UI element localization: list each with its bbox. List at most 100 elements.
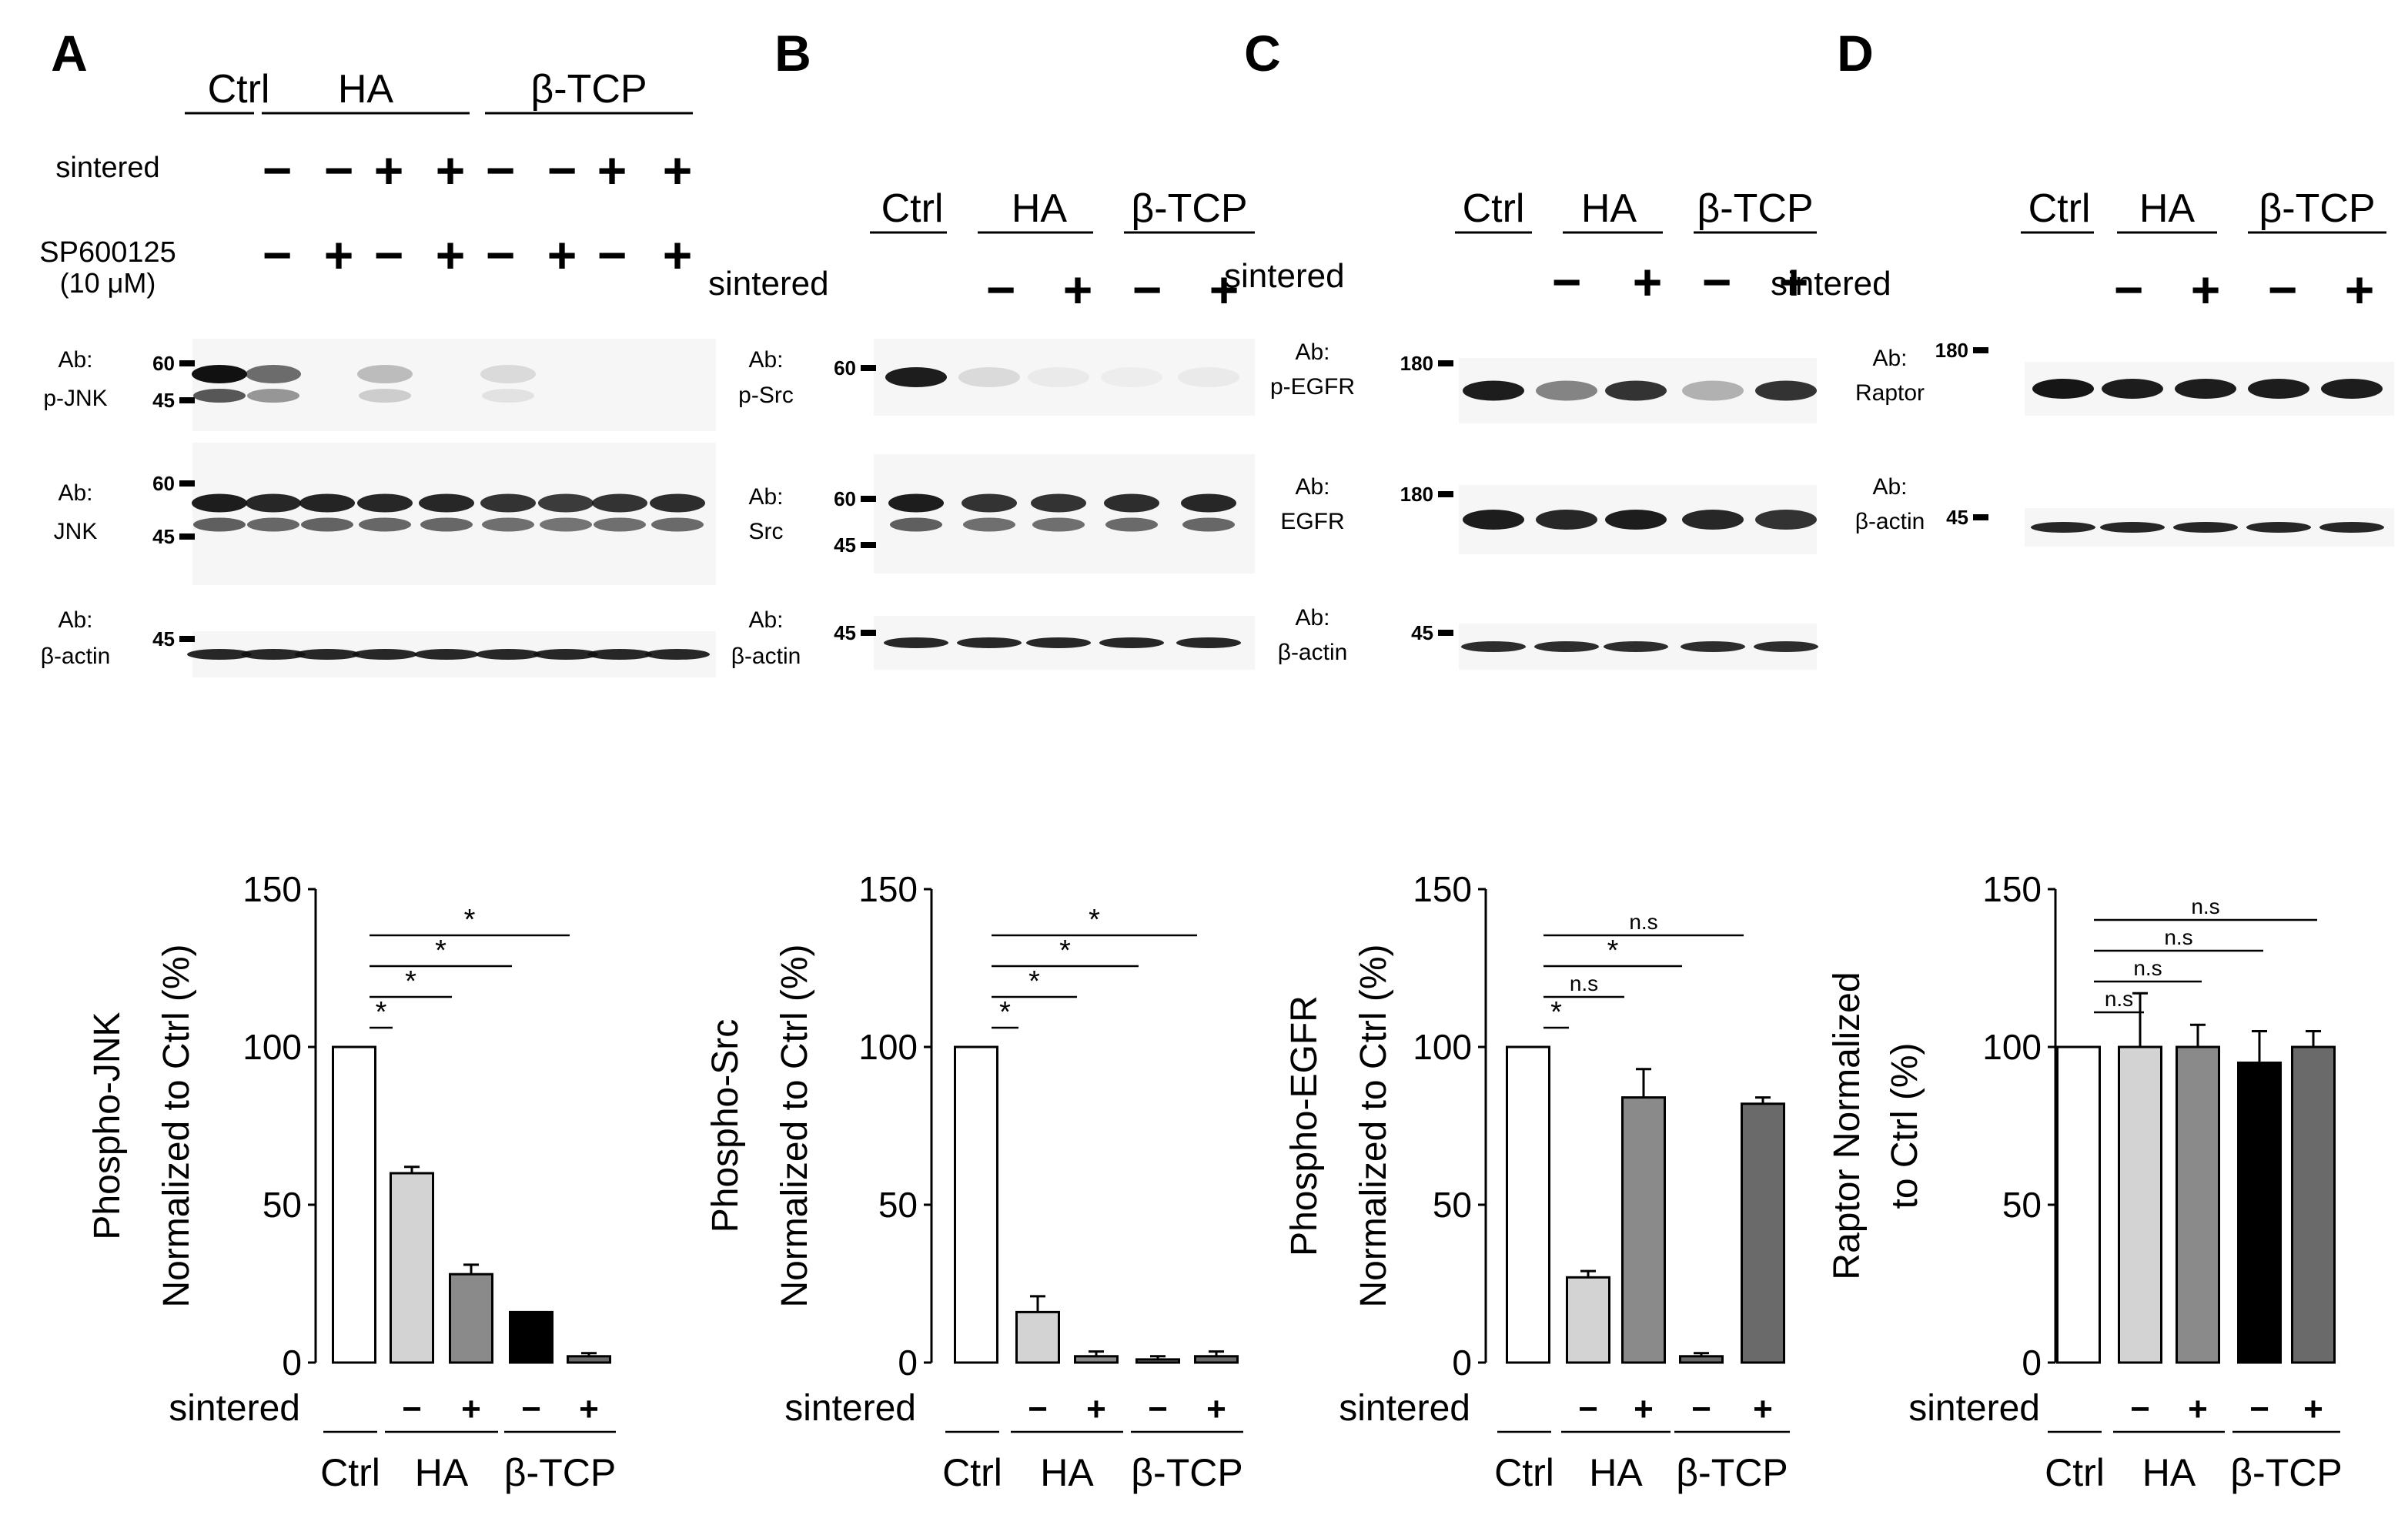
y-tick-label: 150 bbox=[858, 869, 918, 909]
blot-membrane bbox=[192, 339, 716, 431]
bar bbox=[1566, 1276, 1610, 1364]
blot-band bbox=[480, 493, 536, 513]
blot-band bbox=[2246, 522, 2311, 533]
bar bbox=[449, 1273, 493, 1364]
significance-label: * bbox=[1059, 935, 1071, 967]
blot-band bbox=[645, 649, 710, 660]
blot-band bbox=[1605, 510, 1667, 530]
group-label-2: β-TCP bbox=[2259, 186, 2375, 231]
mw-marker-label: 60 bbox=[152, 472, 175, 495]
blot-band bbox=[540, 517, 592, 532]
x-sign: + bbox=[1634, 1390, 1654, 1428]
y-axis-label: Normalized to Ctrl (%) bbox=[156, 944, 197, 1307]
bar-chart-b: 0 50 100 150 Phospho-Src Normalized to Ctrl (… bbox=[705, 869, 1243, 1494]
x-group-label: Ctrl bbox=[2045, 1451, 2105, 1494]
y-axis-label: Phospho-Src bbox=[705, 1019, 746, 1232]
sign-minus: − bbox=[486, 226, 516, 283]
blot-band bbox=[2321, 379, 2383, 399]
significance-label: * bbox=[376, 996, 387, 1028]
blot-band bbox=[353, 649, 417, 660]
antibody-prefix: Ab: bbox=[1295, 474, 1329, 500]
blot-band bbox=[246, 493, 301, 513]
blot-strip--actin: Ab: β-actin 45 bbox=[731, 607, 1255, 670]
antibody-label: β-actin bbox=[1855, 509, 1925, 534]
blot-strip-p-src: Ab: p-Src 60 bbox=[738, 339, 1255, 416]
antibody-prefix: Ab: bbox=[748, 607, 783, 633]
y-tick-label: 0 bbox=[898, 1343, 918, 1383]
y-tick-label: 150 bbox=[1413, 869, 1472, 909]
blot-strip-jnk: Ab: JNK 60 45 bbox=[54, 443, 716, 585]
bar bbox=[1506, 1045, 1550, 1364]
y-tick-label: 50 bbox=[1433, 1185, 1472, 1225]
blot-band bbox=[247, 389, 299, 403]
antibody-prefix: Ab: bbox=[1295, 339, 1329, 365]
panel-letter: C bbox=[1244, 25, 1281, 82]
x-sign: − bbox=[402, 1390, 422, 1428]
row-label: sintered bbox=[708, 265, 829, 303]
sintered-row-label: sintered bbox=[1339, 1388, 1470, 1429]
blot-band bbox=[1681, 641, 1745, 652]
bar bbox=[2237, 1062, 2282, 1364]
significance-label: n.s bbox=[2105, 987, 2133, 1011]
blot-band bbox=[482, 389, 534, 403]
mw-marker-tick bbox=[861, 542, 876, 548]
significance-label: * bbox=[464, 904, 476, 936]
blot-band bbox=[187, 649, 252, 660]
antibody-label: p-JNK bbox=[43, 386, 107, 411]
mw-marker-label: 180 bbox=[1935, 339, 1968, 362]
y-tick-label: 50 bbox=[878, 1185, 918, 1225]
mw-marker-tick bbox=[861, 630, 876, 636]
mw-marker-tick bbox=[1973, 514, 1988, 520]
x-group-label: β-TCP bbox=[504, 1451, 616, 1494]
blot-band bbox=[1463, 510, 1524, 530]
sign-minus: − bbox=[263, 142, 293, 199]
mw-marker-label: 45 bbox=[152, 525, 175, 548]
significance-label: * bbox=[1028, 965, 1040, 998]
sign-plus: + bbox=[663, 142, 693, 199]
y-tick-label: 150 bbox=[1982, 869, 2042, 909]
group-label-1: HA bbox=[2139, 186, 2196, 231]
bar-chart-c: 0 50 100 150 Phospho-EGFR Normalized to Ctrl … bbox=[1284, 869, 1790, 1494]
group-label-2: β-TCP bbox=[1131, 186, 1247, 231]
x-group-label: β-TCP bbox=[1676, 1451, 1788, 1494]
antibody-label: β-actin bbox=[1278, 640, 1348, 665]
bar bbox=[567, 1355, 611, 1364]
bar bbox=[2176, 1045, 2220, 1364]
blot-band bbox=[1182, 517, 1235, 532]
significance-label: * bbox=[999, 996, 1011, 1028]
blot-band bbox=[2319, 522, 2384, 533]
significance-label: * bbox=[1607, 935, 1619, 967]
x-sign: + bbox=[2303, 1390, 2323, 1428]
sign-minus: − bbox=[2268, 261, 2298, 318]
x-sign: − bbox=[2130, 1390, 2150, 1428]
x-sign: + bbox=[1206, 1390, 1226, 1428]
blot-band bbox=[1754, 641, 1818, 652]
y-tick-label: 0 bbox=[282, 1343, 302, 1383]
blot-band bbox=[533, 649, 598, 660]
bar bbox=[954, 1045, 998, 1364]
blot-band bbox=[193, 389, 246, 403]
x-sign: + bbox=[1086, 1390, 1106, 1428]
blot-band bbox=[1105, 517, 1158, 532]
sign-minus: − bbox=[547, 142, 577, 199]
bar bbox=[1679, 1355, 1724, 1364]
sign-minus: − bbox=[1552, 253, 1582, 310]
blot-band bbox=[1101, 367, 1162, 387]
bar-chart-a: 0 50 100 150 Phospho-JNK Normalized to Ctrl (… bbox=[87, 869, 616, 1494]
y-axis-label: Phospho-EGFR bbox=[1284, 995, 1325, 1256]
mw-marker-tick bbox=[861, 365, 876, 371]
antibody-label: p-EGFR bbox=[1270, 374, 1355, 400]
blot-band bbox=[885, 367, 947, 387]
blot-band bbox=[2248, 379, 2309, 399]
blot-strip-p-egfr: Ab: p-EGFR 180 bbox=[1270, 339, 1817, 423]
group-label-2: β-TCP bbox=[530, 67, 647, 112]
antibody-prefix: Ab: bbox=[748, 484, 783, 510]
blot-band bbox=[359, 389, 411, 403]
sign-minus: − bbox=[986, 261, 1016, 318]
y-tick-label: 50 bbox=[2002, 1185, 2042, 1225]
blot-strip-src: Ab: Src 60 45 bbox=[748, 454, 1255, 574]
sign-plus: + bbox=[1633, 253, 1663, 310]
